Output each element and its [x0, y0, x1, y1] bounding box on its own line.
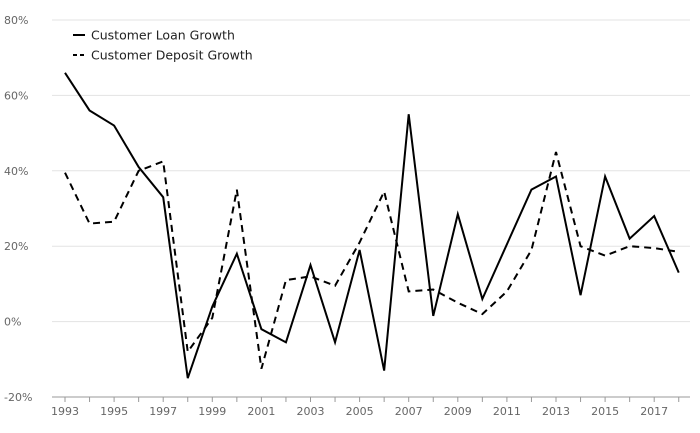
- x-tick-label: 1997: [149, 405, 177, 418]
- series-lines: [64, 72, 680, 379]
- x-tick-label: 2001: [247, 405, 275, 418]
- x-axis: 1993 1995 1997 1999 2001 2003 2005 2007 2009 2011…: [51, 396, 690, 418]
- x-tick-label: 2015: [591, 405, 619, 418]
- y-tick-label: 60%: [4, 89, 28, 102]
- gridlines: -20% 0% 20% 40% 60% 80%: [4, 14, 690, 404]
- x-tick-label: 1999: [198, 405, 226, 418]
- x-tick-label: 2017: [640, 405, 668, 418]
- x-tick-label: 2005: [346, 405, 374, 418]
- x-tick-label: 2011: [493, 405, 521, 418]
- legend-label: Customer Deposit Growth: [91, 48, 253, 63]
- x-tick-label: 2013: [542, 405, 570, 418]
- x-tick-label: 1995: [100, 405, 128, 418]
- x-tick-label: 2007: [395, 405, 423, 418]
- x-tick-label: 1993: [51, 405, 79, 418]
- x-tick-label: 2009: [444, 405, 472, 418]
- legend: Customer Loan Growth Customer Deposit Gro…: [73, 28, 253, 63]
- y-tick-label: 80%: [4, 14, 28, 27]
- series-line-deposit-growth: [64, 151, 679, 369]
- y-tick-label: 0%: [4, 316, 21, 329]
- x-tick-label: 2003: [297, 405, 325, 418]
- y-tick-label: 20%: [4, 240, 28, 253]
- legend-label: Customer Loan Growth: [91, 28, 235, 43]
- series-line-loan-growth: [64, 72, 680, 379]
- y-tick-label: -20%: [4, 391, 32, 404]
- y-tick-label: 40%: [4, 165, 28, 178]
